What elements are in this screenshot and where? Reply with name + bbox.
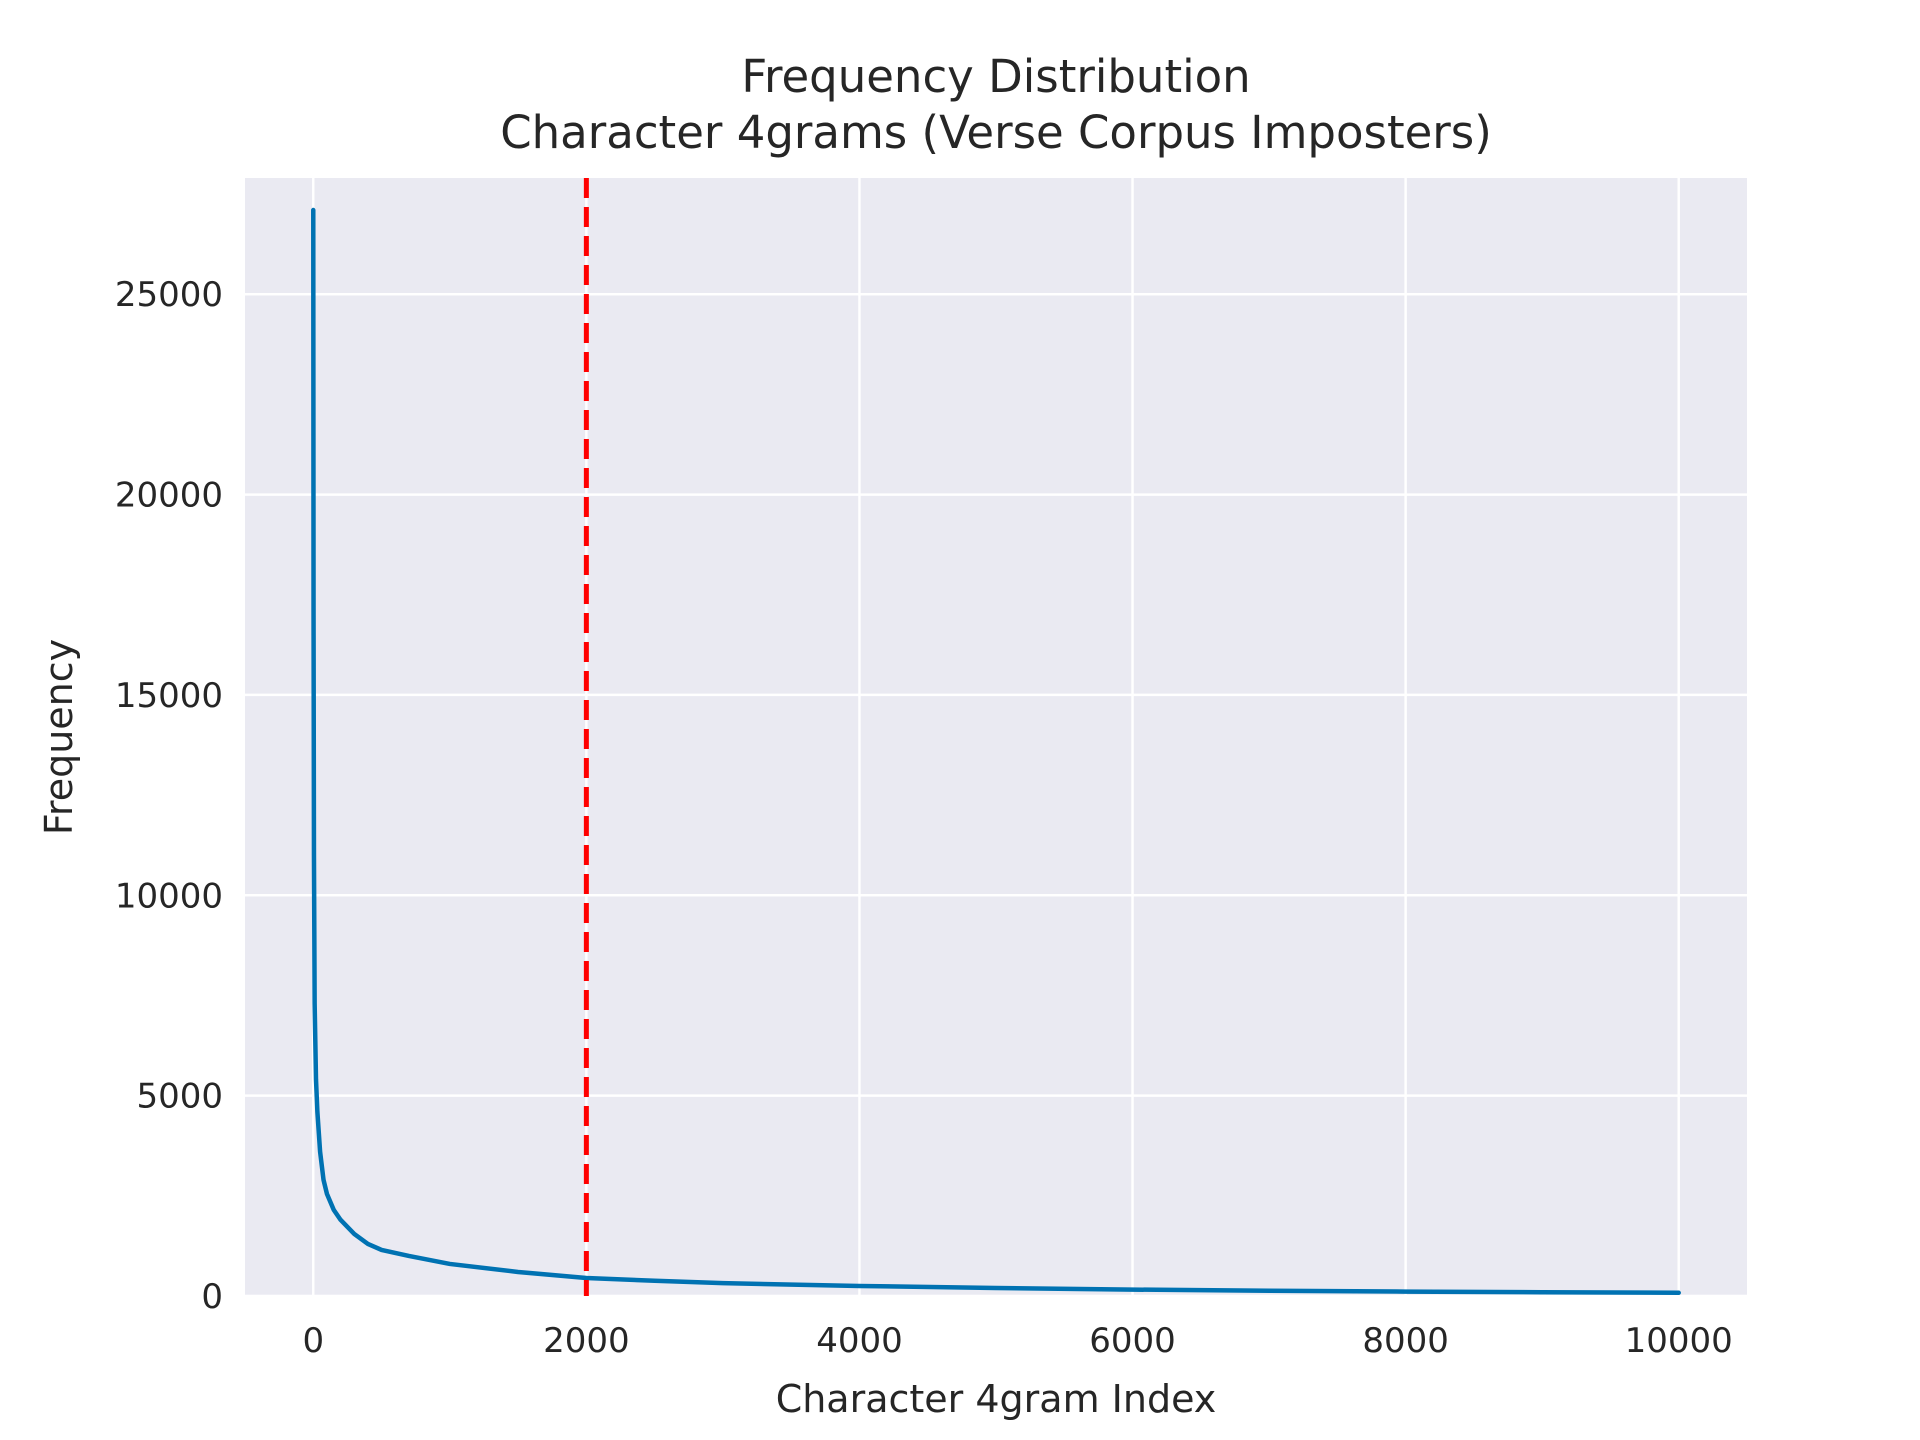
x-tick-label: 0 — [302, 1321, 324, 1361]
x-tick-label: 2000 — [543, 1321, 630, 1361]
y-tick-label: 25000 — [115, 275, 223, 315]
grid-layer — [245, 178, 1747, 1298]
x-axis-label: Character 4gram Index — [776, 1377, 1217, 1421]
y-axis-label: Frequency — [37, 639, 81, 835]
frequency-series-line — [311, 207, 1681, 1296]
y-tick-label: 5000 — [136, 1077, 223, 1117]
y-tick-label: 0 — [201, 1277, 223, 1317]
chart-title: Frequency Distribution — [741, 50, 1250, 103]
x-tick-label: 4000 — [816, 1321, 903, 1361]
y-tick-label: 15000 — [115, 676, 223, 716]
y-tick-label: 20000 — [115, 476, 223, 516]
series-layer — [311, 207, 1681, 1296]
chart-subtitle: Character 4grams (Verse Corpus Imposters… — [500, 106, 1492, 159]
x-tick-label: 8000 — [1362, 1321, 1449, 1361]
y-tick-label: 10000 — [115, 876, 223, 916]
plot-area — [245, 178, 1747, 1296]
x-tick-label: 6000 — [1089, 1321, 1176, 1361]
x-tick-label: 10000 — [1625, 1321, 1733, 1361]
tick-layer: 0 2000 4000 6000 8000 10000 0 5000 10000 15000 200… — [115, 275, 1733, 1361]
